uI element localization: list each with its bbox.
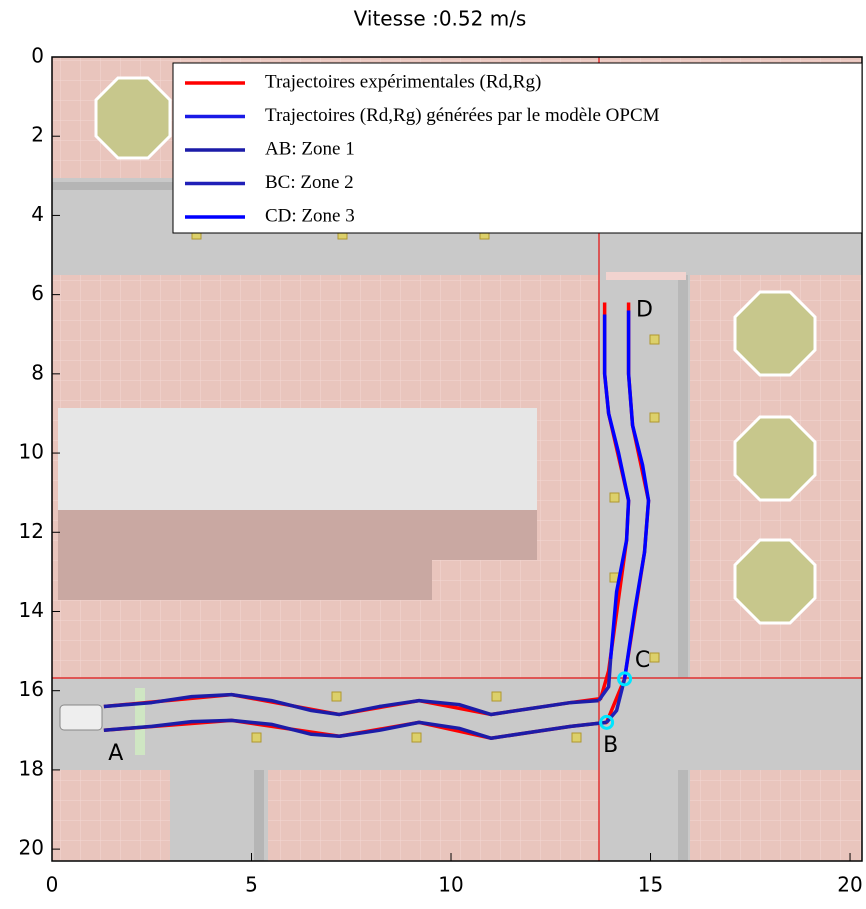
legend-label: Trajectoires expérimentales (Rd,Rg) <box>265 71 541 92</box>
point-label: C <box>635 648 650 673</box>
y-tick-label: 6 <box>31 281 44 305</box>
legend-label: BC: Zone 2 <box>265 172 354 193</box>
trajectory <box>103 692 599 717</box>
point-label: B <box>603 733 618 758</box>
y-tick-label: 10 <box>19 440 44 464</box>
x-tick-label: 20 <box>837 873 862 897</box>
x-tick-label: 15 <box>638 873 663 897</box>
x-tick-label: 10 <box>438 873 463 897</box>
trajectory <box>597 658 613 702</box>
chart-title: Vitesse :0.52 m/s <box>354 7 527 31</box>
point-label: D <box>636 297 653 322</box>
y-tick-label: 18 <box>19 756 44 780</box>
zone-boundary <box>617 671 633 687</box>
y-tick-label: 8 <box>31 360 44 384</box>
legend-box <box>172 62 863 234</box>
y-tick-label: 0 <box>31 44 44 68</box>
plot-area: A B C D <box>103 297 653 766</box>
y-tick-label: 16 <box>19 677 44 701</box>
y-tick-label: 14 <box>19 598 44 622</box>
legend-label: AB: Zone 1 <box>265 138 355 159</box>
y-tick-label: 4 <box>31 202 44 226</box>
x-tick-label: 0 <box>46 873 59 897</box>
trajectory <box>602 314 631 660</box>
point-label: A <box>108 741 123 766</box>
y-tick-label: 2 <box>31 123 44 147</box>
x-tick-label: 5 <box>245 873 258 897</box>
trajectory <box>622 310 651 680</box>
y-tick-label: 20 <box>19 836 44 860</box>
trajectory <box>103 718 607 740</box>
plot-frame <box>51 56 863 862</box>
legend-label: Trajectoires (Rd,Rg) générées par le mod… <box>265 105 660 126</box>
legend-label: CD: Zone 3 <box>265 205 355 226</box>
y-tick-label: 12 <box>19 519 44 543</box>
zone-boundary <box>599 714 615 730</box>
